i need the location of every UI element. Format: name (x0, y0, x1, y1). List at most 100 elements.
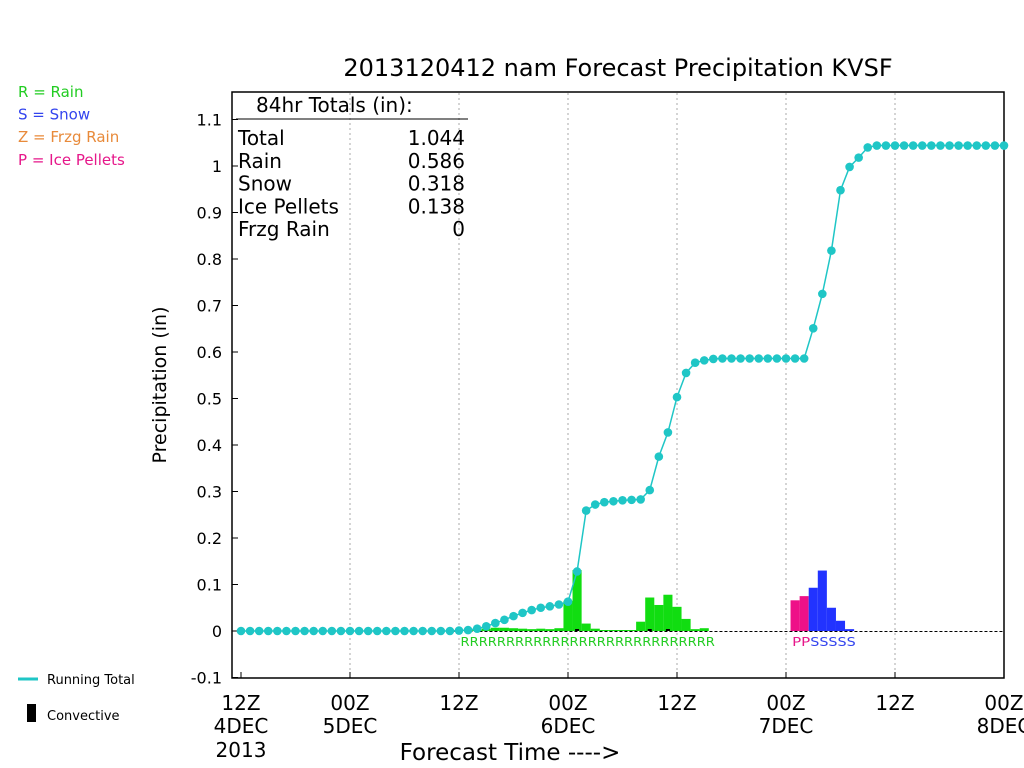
x-tick-label: 12Z (221, 691, 260, 715)
convective-bar (575, 629, 580, 631)
precip-bar (499, 627, 509, 631)
precip-bar (799, 596, 809, 631)
running-total-series (236, 141, 1009, 636)
precip-bar (672, 606, 682, 631)
running-total-point (690, 358, 700, 367)
y-tick-label: 0.7 (197, 297, 222, 316)
precip-bar (545, 629, 555, 631)
totals-value: 0.138 (408, 194, 465, 218)
running-total-point (890, 141, 900, 150)
running-total-point (845, 162, 854, 172)
running-total-point (981, 141, 991, 150)
running-total-point (572, 567, 582, 576)
convective-bar (665, 629, 670, 631)
y-tick-label: -0.1 (191, 669, 222, 688)
running-total-point (418, 626, 427, 636)
running-total-point (954, 141, 963, 150)
running-total-point (509, 611, 518, 621)
running-total-point (463, 625, 473, 635)
x-tick-label: 12Z (439, 691, 478, 715)
running-total-point (709, 354, 718, 364)
running-total-point (745, 354, 754, 363)
running-total-point (372, 626, 382, 636)
running-total-point (718, 354, 727, 363)
running-total-point (536, 603, 546, 613)
running-total-point (881, 141, 891, 150)
ptype-legend-item: Z = Frzg Rain (18, 128, 119, 146)
running-total-point (727, 354, 736, 363)
running-total-point (645, 485, 655, 495)
y-tick-label: 0.5 (197, 390, 222, 409)
x-tick-label: 2013 (216, 738, 267, 762)
running-total-point (972, 141, 982, 150)
totals-label: Ice Pellets (238, 194, 339, 218)
running-total-point (618, 496, 627, 505)
running-total-point (808, 323, 818, 333)
running-total-point (472, 624, 482, 633)
totals-heading: 84hr Totals (in): (256, 93, 413, 117)
precip-bar (536, 628, 546, 631)
precip-bar (627, 630, 637, 631)
running-total-point (409, 626, 418, 636)
ptype-legend-item: P = Ice Pellets (18, 151, 125, 169)
running-total-point (491, 618, 500, 628)
series-legend: Running Total Convective (18, 673, 135, 724)
running-total-point (309, 626, 318, 636)
running-total-point (936, 141, 945, 150)
running-total-point (818, 289, 827, 299)
precip-bar (518, 628, 528, 631)
running-total-line (241, 144, 1004, 632)
running-total-point (427, 626, 437, 636)
precip-bar (835, 620, 846, 631)
totals-box: 84hr Totals (in): Total 1.044 Rain 0.586 Sno… (236, 93, 468, 241)
running-total-point (354, 626, 364, 636)
running-total-point (672, 392, 682, 402)
y-tick-label: 0.4 (197, 436, 222, 455)
x-tick-label: 8DEC (977, 714, 1024, 738)
y-tick-label: 0.6 (197, 343, 222, 362)
running-total-point (908, 141, 918, 150)
running-total-point (854, 153, 863, 162)
precip-bar (790, 600, 800, 631)
x-tick-label: 12Z (657, 691, 696, 715)
convective-legend-swatch (27, 704, 36, 722)
running-total-point (336, 626, 346, 636)
gridlines (349, 93, 896, 677)
running-total-point (790, 354, 800, 363)
precip-bar (599, 630, 609, 631)
running-total-point (899, 141, 909, 150)
precip-bar (572, 570, 582, 631)
running-total-point (263, 626, 273, 636)
running-total-point (454, 626, 464, 635)
precip-bar (490, 627, 500, 631)
convective-bars (575, 629, 670, 631)
precip-bar (636, 621, 646, 631)
running-total-point (382, 626, 391, 636)
ptype-strip-label: PP (792, 635, 810, 649)
y-tick-label: 0 (212, 622, 222, 641)
running-total-point (827, 246, 836, 255)
running-total-point (400, 626, 409, 636)
running-total-point (999, 141, 1009, 150)
running-total-point (554, 600, 564, 609)
x-tick-label: 00Z (766, 691, 805, 715)
precip-bar (681, 618, 691, 631)
running-total-point (609, 496, 618, 506)
precip-bar (608, 630, 618, 631)
x-axis-label: Forecast Time ----> (400, 740, 621, 766)
precip-bar (663, 594, 673, 631)
running-total-point (763, 354, 773, 363)
totals-label: Total (237, 126, 285, 150)
precip-bar (699, 628, 709, 631)
y-tick-label: 0.1 (197, 576, 222, 595)
running-total-point (799, 354, 809, 363)
running-total-point (581, 506, 591, 515)
totals-value: 0.586 (408, 149, 465, 173)
x-tick-label: 12Z (875, 691, 914, 715)
totals-value: 0 (452, 217, 465, 241)
precip-bar (563, 600, 573, 631)
running-total-point (436, 626, 446, 636)
precip-bar (590, 628, 600, 631)
x-tick-label: 00Z (330, 691, 369, 715)
convective-bar (647, 629, 652, 631)
